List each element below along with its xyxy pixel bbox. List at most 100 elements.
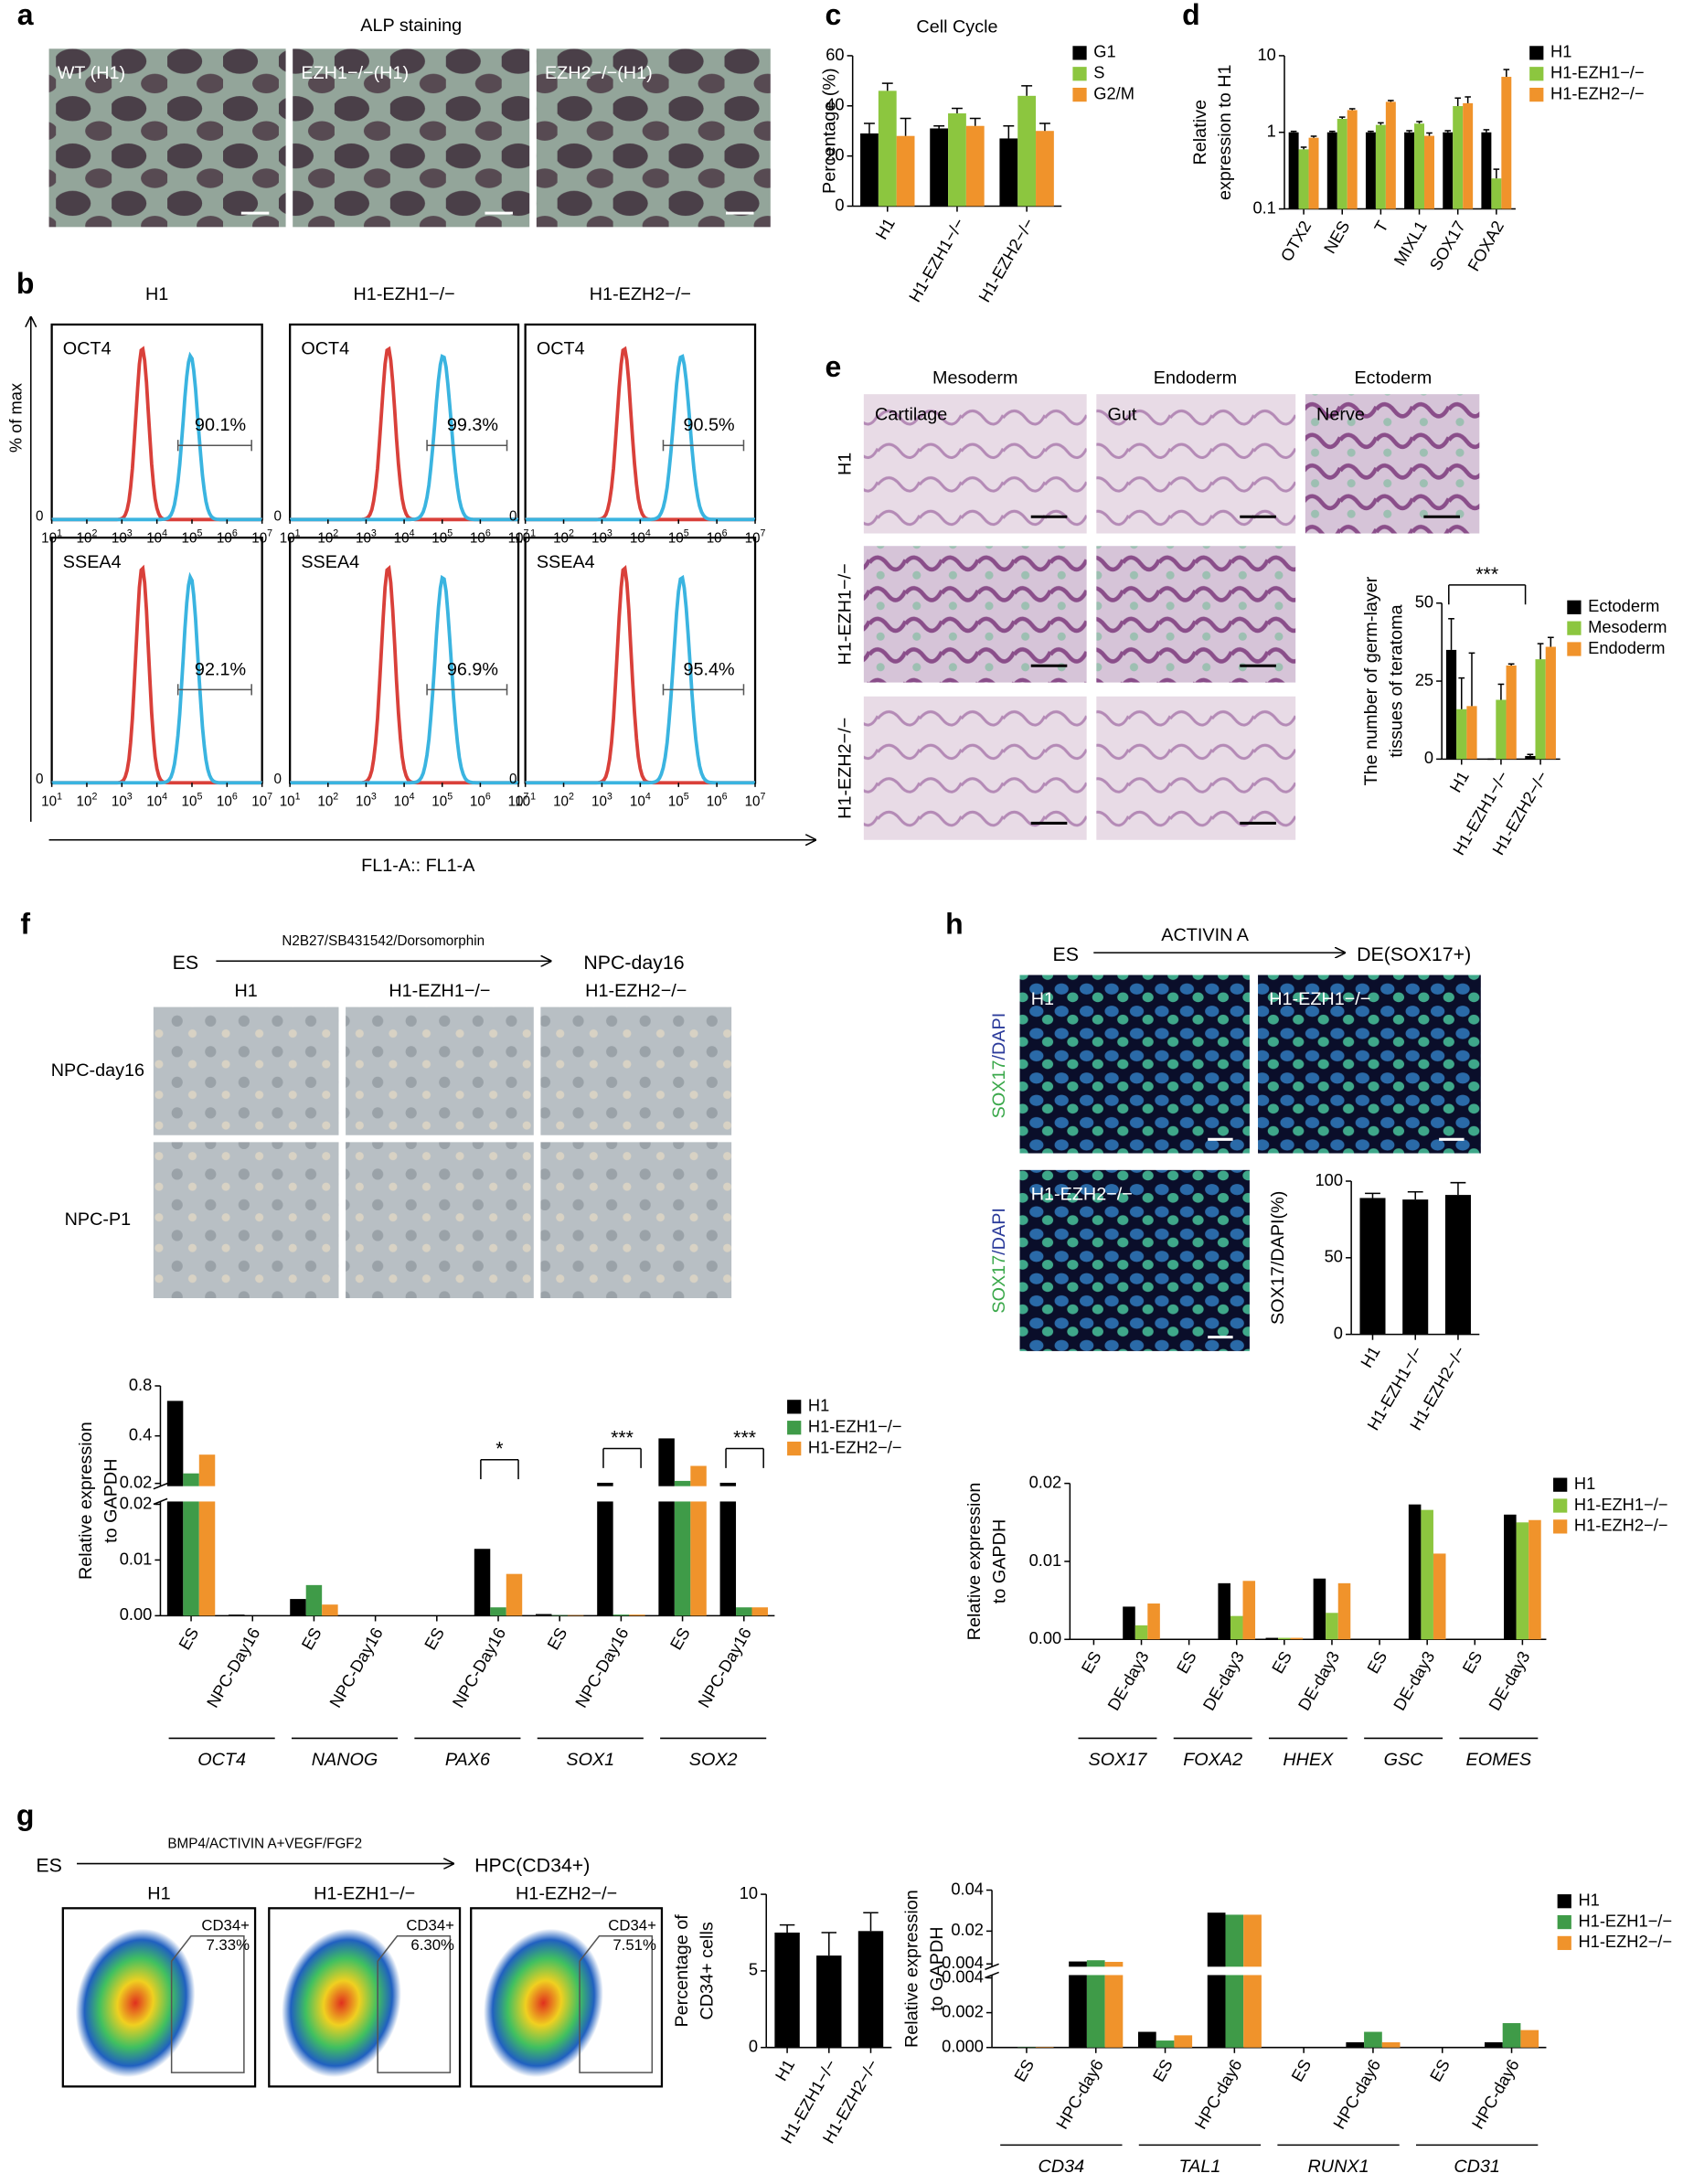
- column-title: Endoderm: [1154, 368, 1237, 389]
- photo: [293, 48, 530, 228]
- panel-letter: h: [945, 908, 964, 941]
- bar: [1207, 1912, 1226, 2048]
- marker-label: SSEA4: [301, 552, 359, 572]
- column-title: H1-EZH1−/−: [314, 1883, 415, 1903]
- tick-exponent: 4: [645, 791, 651, 802]
- x-tick-label: ES: [1287, 2056, 1315, 2085]
- legend-label: H1: [1574, 1474, 1595, 1493]
- photo-label: H1: [1031, 989, 1054, 1009]
- tick-base: 10: [280, 794, 295, 810]
- legend-swatch: [1072, 67, 1087, 81]
- tick-exponent: 7: [524, 791, 529, 802]
- tick-label: 101: [41, 791, 62, 809]
- group-label: GSC: [1384, 1750, 1424, 1770]
- column-title: Mesoderm: [932, 368, 1018, 389]
- x-tick-label: ES: [297, 1625, 325, 1654]
- bar: [1520, 2030, 1539, 2048]
- photo-label: WT (H1): [58, 63, 125, 83]
- bar: [474, 1549, 491, 1616]
- x-tick-label: HPC-day6: [1467, 2056, 1522, 2132]
- gate-label: CD34+: [201, 1917, 250, 1934]
- tick-base: 10: [508, 794, 524, 810]
- histogram: [290, 354, 519, 522]
- column-title: H1-EZH2−/−: [590, 284, 691, 304]
- density: [75, 1928, 196, 2078]
- tick-exponent: 4: [410, 527, 415, 538]
- histogram: [525, 574, 756, 785]
- marker-label: OCT4: [537, 339, 585, 359]
- tick-exponent: 2: [569, 791, 574, 802]
- tick-base: 10: [431, 794, 447, 810]
- bar: [1525, 755, 1536, 760]
- legend-label: H1-EZH2−/−: [808, 1437, 902, 1456]
- photo-label: EZH2−/−(H1): [545, 63, 653, 83]
- tick-base: 10: [394, 794, 410, 810]
- break-mark: [153, 1497, 168, 1506]
- legend-swatch: [1553, 1477, 1568, 1492]
- tick-label: 107: [745, 791, 766, 809]
- y-tick-label: 25: [1415, 670, 1433, 689]
- tick-label: 0: [274, 508, 282, 524]
- legend-label: H1-EZH2−/−: [1578, 1932, 1672, 1951]
- panel-letter: f: [20, 908, 30, 941]
- tick-label: 102: [553, 791, 574, 809]
- annotation: ***: [1475, 563, 1498, 585]
- label: N2B27/SB431542/Dorsomorphin: [282, 933, 485, 949]
- bar: [1326, 132, 1337, 209]
- row-label: NPC-day16: [51, 1060, 144, 1081]
- legend-swatch: [787, 1400, 802, 1414]
- bar: [1444, 1195, 1471, 1335]
- x-tick-label: H1-EZH1−/−: [905, 215, 968, 305]
- density: [282, 1928, 401, 2078]
- tick-exponent: 7: [761, 791, 766, 802]
- y-axis-label: Percentage (%): [820, 68, 840, 194]
- y-tick-label: 100: [1316, 1170, 1343, 1189]
- y-tick-label: 0.00: [120, 1604, 153, 1624]
- y-tick-label: 10: [740, 1883, 758, 1902]
- x-tick-label: ES: [666, 1625, 693, 1654]
- row-label: H1-EZH1−/−: [835, 563, 855, 665]
- bar: [1265, 1637, 1279, 1640]
- stain-blue: /DAPI: [989, 1208, 1009, 1255]
- tick-base: 10: [356, 794, 371, 810]
- tick-exponent: 7: [761, 527, 766, 538]
- y-axis-label: The number of germ-layer: [1361, 576, 1381, 785]
- legend-label: H1-EZH2−/−: [1550, 83, 1645, 102]
- histogram: [525, 354, 756, 522]
- bar: [860, 133, 879, 207]
- bar: [1346, 2041, 1365, 2048]
- gate-label: CD34+: [406, 1917, 454, 1934]
- y-tick-label: 20: [826, 144, 844, 164]
- bar: [1313, 1578, 1326, 1640]
- tick-label: 0: [274, 772, 282, 787]
- tick-label: 105: [431, 791, 453, 809]
- bar: [1337, 1582, 1351, 1640]
- tick-exponent: 6: [722, 527, 728, 538]
- bar: [1484, 2041, 1503, 2048]
- tick-base: 10: [251, 794, 267, 810]
- bar: [1545, 646, 1556, 760]
- bar: [1502, 2023, 1521, 2048]
- y-tick-label: 0: [1424, 748, 1433, 767]
- bar: [567, 1614, 584, 1616]
- photo: [863, 696, 1087, 840]
- bar: [1347, 110, 1358, 209]
- label: ES: [36, 1854, 61, 1876]
- bar: [1506, 665, 1517, 760]
- axis-label: % of max: [5, 383, 25, 453]
- tick-base: 10: [470, 794, 485, 810]
- y-axis-label: Relative: [1190, 100, 1210, 165]
- column-title: H1: [235, 981, 258, 1001]
- marker-label: OCT4: [63, 339, 112, 359]
- legend-label: H1: [808, 1396, 829, 1415]
- x-tick-label: FOXA2: [1464, 218, 1507, 274]
- tick-label: 106: [217, 791, 238, 809]
- y-tick-label: 0.01: [1029, 1550, 1062, 1570]
- tick-exponent: 3: [371, 527, 377, 538]
- break-mark: [985, 1971, 999, 1979]
- bar: [1516, 1522, 1529, 1640]
- x-tick-label: T: [1370, 218, 1392, 236]
- stain-blue: /DAPI: [989, 1013, 1009, 1060]
- histogram: [290, 574, 519, 785]
